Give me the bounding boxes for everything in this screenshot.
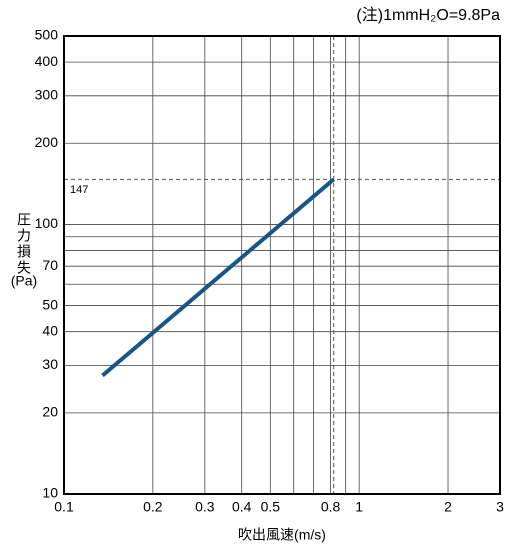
y-tick-label: 40	[42, 322, 58, 338]
x-tick-label: 1	[355, 499, 363, 515]
x-tick-label: 2	[444, 499, 452, 515]
x-tick-label: 3	[496, 499, 504, 515]
y-tick-label: 300	[35, 87, 59, 103]
x-tick-label: 0.5	[261, 499, 281, 515]
y-tick-label: 400	[35, 53, 59, 69]
y-axis-unit: (Pa)	[11, 273, 37, 289]
x-tick-label: 0.3	[195, 499, 215, 515]
x-tick-label: 0.2	[143, 499, 163, 515]
plot-frame	[63, 35, 501, 495]
y-tick-label: 50	[42, 296, 58, 312]
y-tick-label: 70	[42, 257, 58, 273]
x-tick-label: 0.8	[321, 499, 341, 515]
y-tick-label: 500	[35, 27, 59, 43]
y-tick-label: 10	[42, 485, 58, 501]
y-tick-label: 200	[35, 134, 59, 150]
x-tick-label: 0.1	[54, 499, 74, 515]
y-tick-label: 30	[42, 356, 58, 372]
x-axis-label: 吹出風速(m/s)	[238, 527, 326, 543]
y-tick-label: 20	[42, 404, 58, 420]
y-tick-label: 100	[35, 215, 59, 231]
note: (注)1mmH₂O=9.8Pa	[356, 6, 500, 24]
line	[101, 177, 336, 378]
y-axis-label: 圧力損失	[16, 212, 32, 276]
x-tick-label: 0.4	[232, 499, 252, 515]
reference-label: 147	[70, 184, 88, 196]
